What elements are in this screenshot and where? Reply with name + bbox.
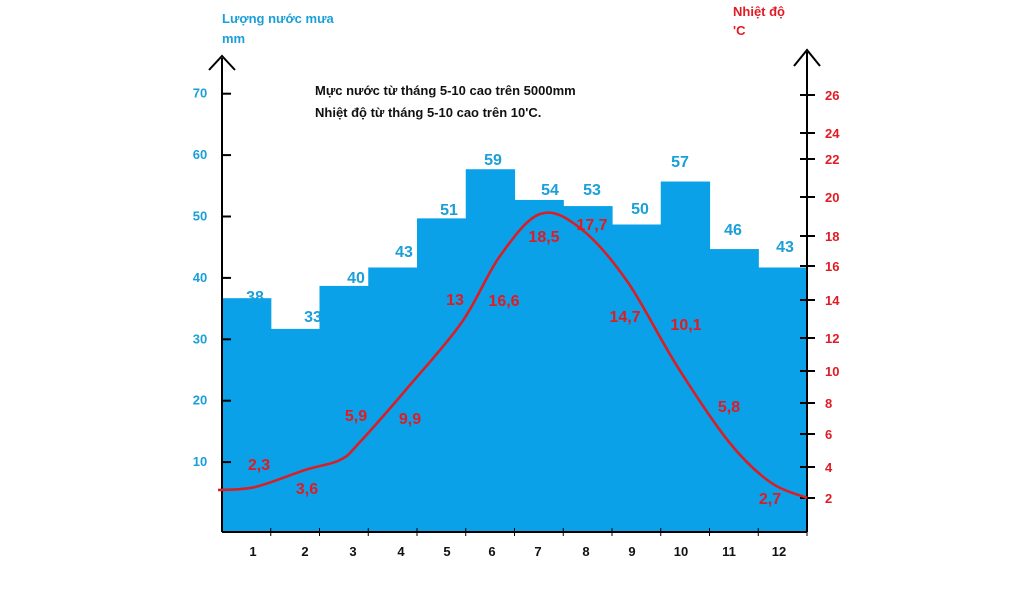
labels: 38 33 40 43 51 59 54 53 50 57 46 43 2,3 3,6 5,9 9,9 13 16…	[246, 152, 794, 508]
rain-bar-7	[514, 199, 564, 532]
left-tick-label-10: 10	[193, 454, 207, 469]
right-tick-label-8: 8	[825, 396, 832, 411]
right-axis-unit: 'C	[733, 23, 746, 38]
annotation-rainfall: Mực nước từ tháng 5-10 cao trên 5000mm	[315, 83, 576, 98]
rain-value-12: 43	[776, 239, 794, 256]
right-tick-label-24: 24	[825, 126, 840, 141]
x-label-2: 2	[301, 544, 308, 559]
left-axis-unit: mm	[222, 31, 245, 46]
rain-value-6: 59	[484, 152, 502, 169]
x-label-4: 4	[397, 544, 405, 559]
rain-bar-6	[465, 169, 516, 533]
x-label-11: 11	[722, 544, 736, 559]
temp-value-7: 18,5	[528, 229, 559, 246]
x-label-9: 9	[628, 544, 635, 559]
x-label-6: 6	[488, 544, 495, 559]
x-label-3: 3	[349, 544, 356, 559]
left-tick-label-50: 50	[193, 209, 207, 224]
temperature-line-group	[217, 211, 808, 500]
right-tick-label-18: 18	[825, 229, 839, 244]
rain-bar-9	[612, 224, 662, 532]
rain-value-4: 43	[395, 244, 413, 261]
temp-value-12: 2,7	[759, 491, 781, 508]
rainfall-bars	[222, 169, 808, 533]
x-label-1: 1	[249, 544, 256, 559]
x-label-7: 7	[534, 544, 541, 559]
rain-bar-8	[563, 206, 613, 532]
temp-value-3: 5,9	[345, 408, 367, 425]
x-label-10: 10	[674, 544, 688, 559]
right-tick-label-20: 20	[825, 190, 839, 205]
left-tick-label-60: 60	[193, 147, 207, 162]
annotation-temperature: Nhiệt độ từ tháng 5-10 cao trên 10'C.	[315, 105, 541, 120]
rain-value-10: 57	[671, 154, 689, 171]
right-tick-label-4: 4	[825, 460, 833, 475]
temp-value-10: 10,1	[670, 317, 701, 334]
rain-value-5: 51	[440, 202, 458, 219]
left-tick-label-30: 30	[193, 331, 207, 346]
right-tick-label-26: 26	[825, 88, 839, 103]
temp-value-11: 5,8	[718, 399, 740, 416]
rain-value-2: 33	[304, 309, 322, 326]
right-tick-label-16: 16	[825, 259, 839, 274]
left-axis-arrow	[208, 54, 236, 71]
right-axis-title: Nhiệt độ	[733, 4, 785, 19]
rain-bar-4	[368, 267, 418, 532]
rain-bar-10	[660, 181, 711, 532]
temp-value-4: 9,9	[399, 411, 421, 428]
rain-value-1: 38	[246, 289, 264, 306]
rain-value-7: 54	[541, 182, 559, 199]
temp-value-1: 2,3	[248, 457, 270, 474]
temp-value-2: 3,6	[296, 481, 318, 498]
temp-value-8: 17,7	[576, 217, 607, 234]
x-label-12: 12	[772, 544, 786, 559]
right-axis-arrow	[793, 48, 821, 67]
x-label-8: 8	[582, 544, 589, 559]
right-tick-label-22: 22	[825, 152, 839, 167]
rain-bar-5	[417, 218, 467, 533]
rain-bar-11	[709, 249, 759, 532]
rain-bar-3	[319, 285, 369, 532]
temp-value-9: 14,7	[609, 309, 640, 326]
rain-value-8: 53	[583, 182, 601, 199]
rain-value-11: 46	[724, 222, 742, 239]
right-tick-label-10: 10	[825, 364, 839, 379]
right-tick-label-2: 2	[825, 491, 832, 506]
left-tick-label-20: 20	[193, 393, 207, 408]
left-axis-title: Lượng nước mưa	[222, 11, 335, 26]
right-tick-label-12: 12	[825, 331, 839, 346]
left-tick-label-40: 40	[193, 270, 207, 285]
right-tick-label-14: 14	[825, 293, 840, 308]
temperature-line	[217, 211, 808, 500]
rain-value-3: 40	[347, 270, 365, 287]
rain-value-9: 50	[631, 201, 649, 218]
rain-bar-2	[270, 328, 321, 532]
left-tick-label-70: 70	[193, 86, 207, 101]
x-label-5: 5	[443, 544, 450, 559]
temp-value-6: 16,6	[488, 293, 519, 310]
temp-value-5: 13	[446, 292, 464, 309]
rain-bar-1	[222, 298, 272, 532]
right-tick-label-6: 6	[825, 427, 832, 442]
